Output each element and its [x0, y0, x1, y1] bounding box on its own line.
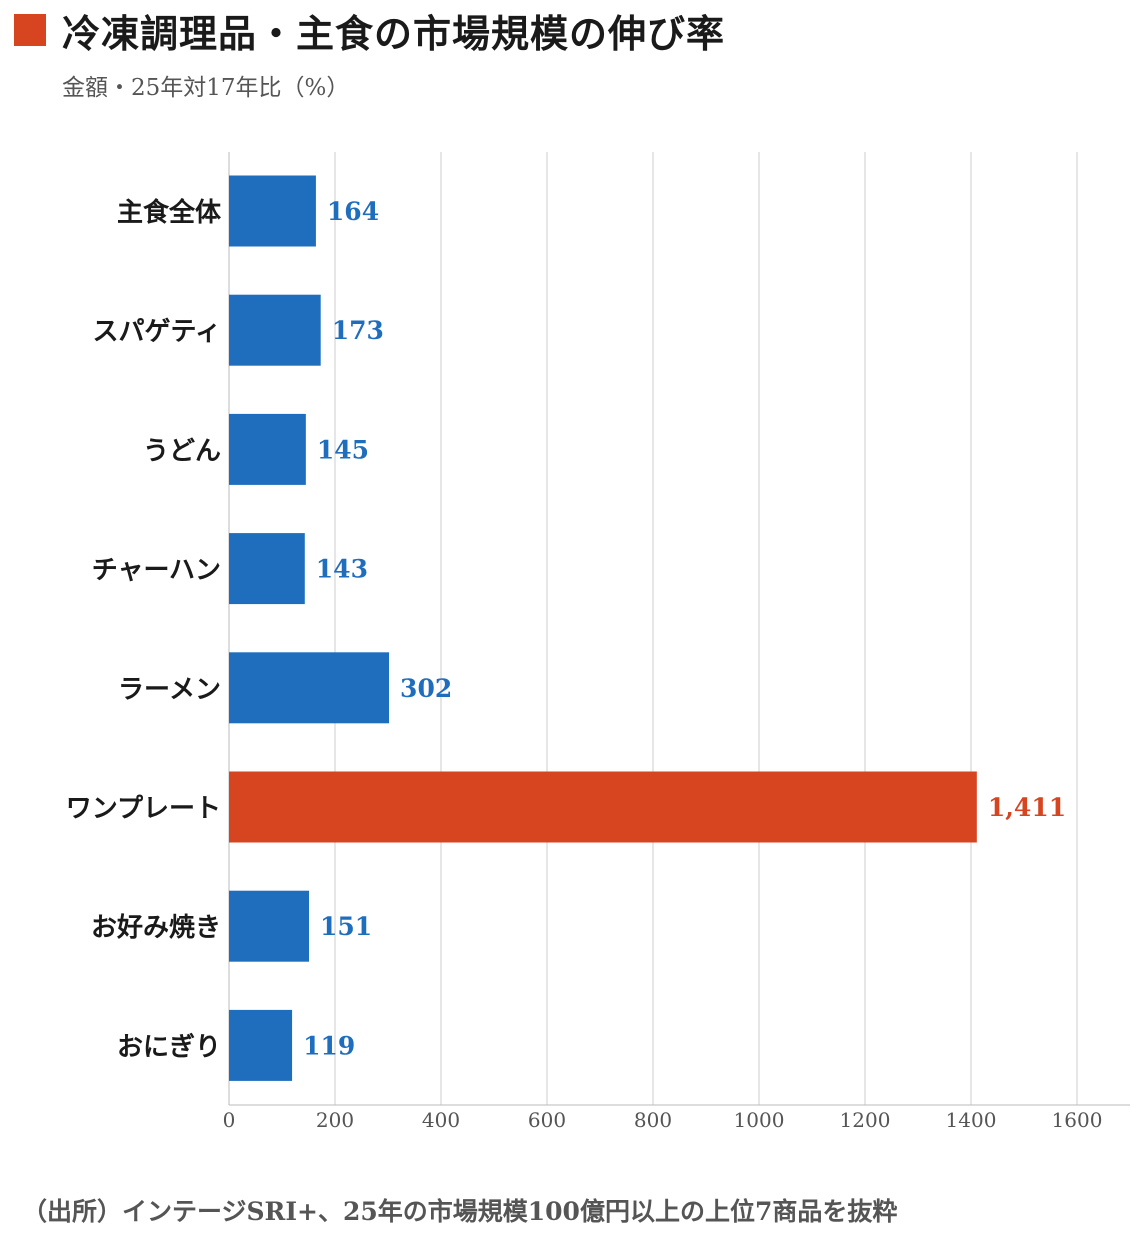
chart-subtitle: 金額・25年対17年比（%）: [62, 75, 350, 101]
value-label: 151: [320, 912, 372, 941]
category-label: お好み焼き: [91, 913, 221, 943]
x-tick-label: 1400: [946, 1108, 997, 1132]
bar-7: [229, 1009, 293, 1081]
bar-3: [229, 533, 305, 605]
x-tick-label: 1600: [1052, 1108, 1103, 1132]
category-label: ラーメン: [118, 675, 221, 705]
x-tick-label: 1000: [734, 1108, 785, 1132]
chart-title-row: 冷凍調理品・主食の市場規模の伸び率: [14, 6, 725, 56]
value-label: 302: [400, 674, 452, 703]
x-tick-label: 400: [422, 1108, 460, 1132]
x-tick-label: 600: [528, 1108, 566, 1132]
value-label: 164: [327, 197, 379, 226]
category-label: ワンプレート: [66, 794, 221, 824]
value-label: 119: [303, 1031, 355, 1060]
bar-6: [229, 890, 310, 962]
bar-5: [229, 771, 977, 843]
x-tick-label: 0: [223, 1108, 236, 1132]
category-label: チャーハン: [92, 556, 221, 586]
bar-0: [229, 175, 316, 247]
bar-2: [229, 413, 306, 485]
value-label: 143: [316, 555, 368, 584]
category-label: スパゲティ: [93, 317, 221, 347]
bar-4: [229, 652, 390, 724]
x-tick-label: 1200: [840, 1108, 891, 1132]
title-marker-icon: [14, 14, 46, 46]
category-label: おにぎり: [117, 1032, 221, 1062]
chart-title: 冷凍調理品・主食の市場規模の伸び率: [62, 10, 726, 56]
value-label: 1,411: [988, 793, 1066, 822]
source-note: （出所）インテージSRI+、25年の市場規模100億円以上の上位7商品を抜粋: [22, 1197, 898, 1226]
bar-chart: 0 200 400 600 800 1000 1200 1400 1600 主食全体 164 スパゲテ…: [66, 152, 1130, 1132]
value-label: 173: [332, 316, 384, 345]
x-tick-label: 800: [634, 1108, 672, 1132]
category-label: うどん: [143, 436, 221, 466]
value-label: 145: [317, 435, 369, 464]
x-tick-label: 200: [316, 1108, 354, 1132]
category-label: 主食全体: [117, 197, 222, 228]
bar-1: [229, 294, 321, 366]
